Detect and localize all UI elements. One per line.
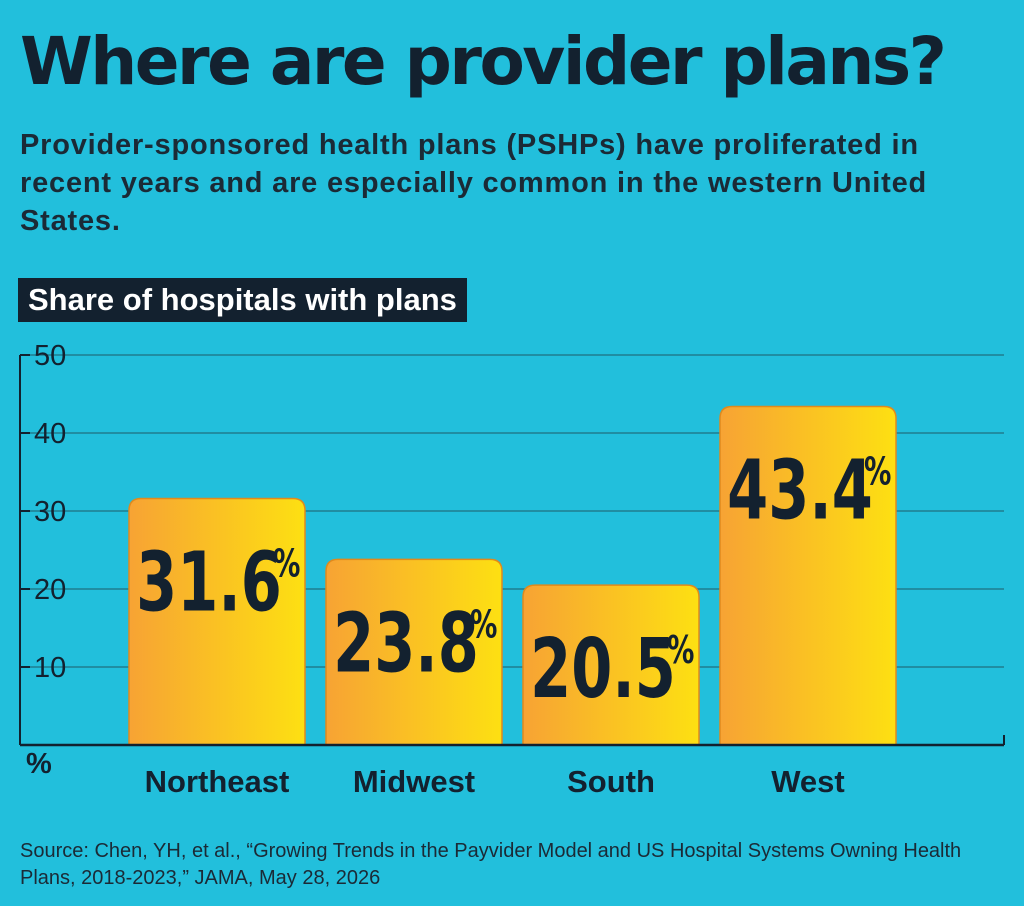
y-tick-label: 50 [34,340,66,372]
x-category-label: West [771,764,845,799]
bar-northeast [128,497,306,746]
y-tick-label: 30 [34,496,66,528]
bar-west [719,405,897,746]
y-axis-unit-label: % [26,748,52,780]
x-category-label: South [567,764,655,799]
bar-south [522,584,700,746]
bar-value-percent-sign: % [273,541,300,586]
x-category-label: Northeast [145,764,290,799]
page-title: Where are provider plans? [20,23,947,100]
page-subtitle: Provider-sponsored health plans (PSHPs) … [20,129,928,237]
bar-value-label: 31.6 [136,535,282,630]
chart-label: Share of hospitals with plans [18,278,467,322]
bar-value-label: 43.4 [727,443,873,538]
y-tick-label: 20 [34,574,66,606]
y-tick-label: 40 [34,418,66,450]
bar-value-percent-sign: % [667,628,694,673]
source-note: Source: Chen, YH, et al., “Growing Trend… [20,840,962,889]
bar-midwest [325,558,503,746]
x-category-label: Midwest [353,764,475,799]
bar-value-label: 20.5 [530,621,676,716]
bar-value-label: 23.8 [333,596,479,691]
y-tick-label: 10 [34,652,66,684]
bar-value-percent-sign: % [864,449,891,494]
bar-value-percent-sign: % [470,602,497,647]
